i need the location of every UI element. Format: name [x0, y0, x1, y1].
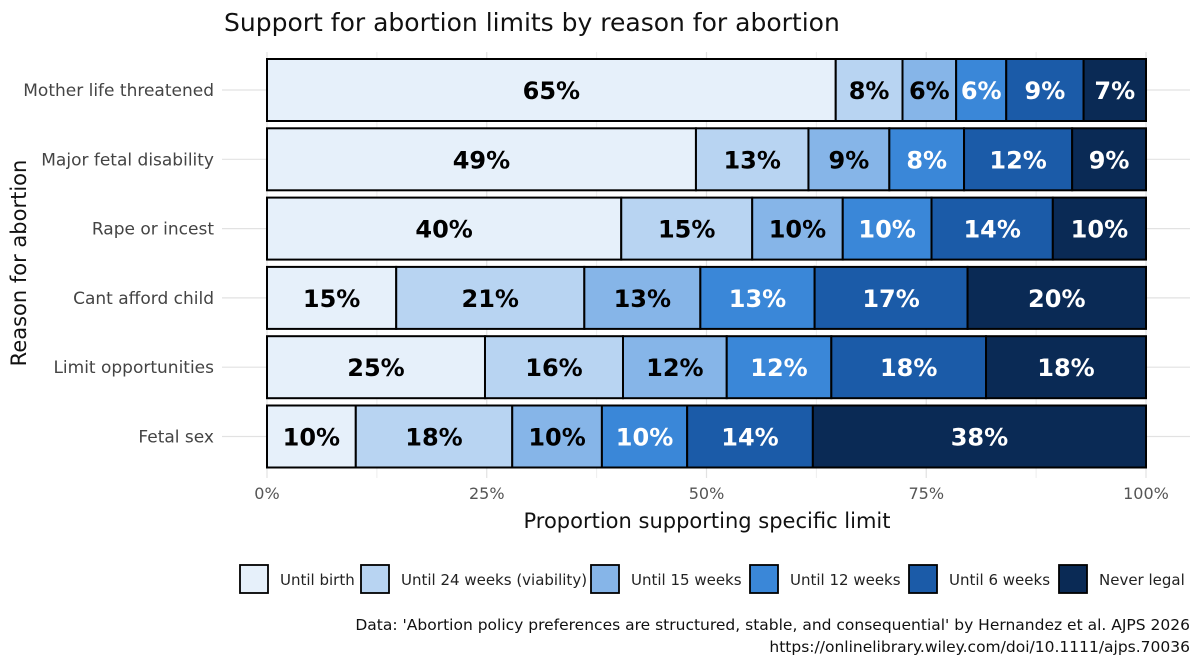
bar-segment — [511, 404, 603, 469]
bar-segment — [901, 58, 958, 122]
x-tick-label: 100% — [1123, 484, 1169, 503]
segment-labels: 65% 8% 6% 6% 9% 7% 49% 13% 9% 8% 12% 9% 40% 15% 10% 10%… — [283, 77, 1136, 452]
data-label: 20% — [1028, 285, 1085, 313]
bar-segment — [955, 58, 1008, 122]
bar-segment — [354, 404, 514, 469]
caption-line: Data: 'Abortion policy preferences are s… — [355, 616, 1190, 634]
data-label: 49% — [453, 146, 510, 174]
legend-swatch — [590, 564, 620, 594]
data-label: 12% — [989, 146, 1046, 174]
legend-swatch — [239, 564, 269, 594]
data-label: 6% — [961, 77, 1002, 105]
data-label: 8% — [849, 77, 890, 105]
legend-swatch — [360, 564, 390, 594]
legend-swatch — [1058, 564, 1088, 594]
data-label: 9% — [829, 146, 870, 174]
bar-segment — [1071, 127, 1147, 192]
bar-segment — [813, 265, 969, 330]
bar-segment — [395, 265, 586, 330]
bar-segment — [807, 127, 891, 192]
x-axis-title: Proportion supporting specific limit — [523, 509, 890, 533]
data-label: 9% — [1025, 77, 1066, 105]
data-label: 9% — [1089, 146, 1130, 174]
data-label: 18% — [405, 424, 462, 452]
legend-label: Until 12 weeks — [790, 571, 901, 589]
category-label: Limit opportunities — [53, 358, 214, 378]
data-label: 15% — [658, 216, 715, 244]
legend-label: Until 15 weeks — [631, 571, 742, 589]
bar-segment — [621, 335, 728, 400]
data-label: 12% — [646, 354, 703, 382]
category-label: Major fetal disability — [41, 150, 214, 170]
data-label: 10% — [616, 424, 673, 452]
category-label: Mother life threatened — [23, 81, 214, 101]
data-label: 10% — [528, 424, 585, 452]
bar-segment — [930, 196, 1054, 261]
legend-label: Until 24 weeks (viability) — [401, 571, 587, 589]
data-label: 14% — [963, 216, 1020, 244]
data-label: 38% — [951, 424, 1008, 452]
data-label: 15% — [303, 285, 360, 313]
data-label: 6% — [909, 77, 950, 105]
chart-title: Support for abortion limits by reason fo… — [224, 8, 840, 37]
bar-segment — [725, 335, 833, 400]
x-tick-label: 0% — [254, 484, 279, 503]
data-label: 40% — [415, 216, 472, 244]
data-label: 65% — [523, 77, 580, 105]
stacked-bars — [266, 58, 1148, 469]
x-tick-label: 50% — [689, 484, 725, 503]
caption-line: https://onlinelibrary.wiley.com/doi/10.1… — [769, 638, 1190, 656]
bar-segment — [811, 404, 1147, 469]
bar-segment — [985, 335, 1147, 400]
bar-segment — [583, 265, 702, 330]
bar-segment — [963, 127, 1074, 192]
legend-swatch — [749, 564, 779, 594]
bar-segment — [266, 58, 837, 122]
x-tick-label: 25% — [469, 484, 505, 503]
legend-swatch — [908, 564, 938, 594]
bar-segment — [1005, 58, 1085, 122]
data-label: 10% — [1071, 216, 1128, 244]
data-label: 25% — [347, 354, 404, 382]
y-axis-title: Reason for abortion — [7, 160, 31, 367]
bar-segment — [266, 265, 398, 330]
caption: Data: 'Abortion policy preferences are s… — [355, 616, 1190, 656]
x-axis-ticks: 0% 25% 50% 75% 100% — [254, 484, 1169, 503]
bar-segment — [830, 335, 988, 400]
category-label: Fetal sex — [138, 428, 214, 448]
data-label: 10% — [283, 424, 340, 452]
data-label: 12% — [750, 354, 807, 382]
x-tick-label: 75% — [908, 484, 944, 503]
data-label: 13% — [729, 285, 786, 313]
legend: Until birth Until 24 weeks (viability) Unt… — [239, 564, 1185, 594]
bar-segment — [266, 127, 697, 192]
data-label: 13% — [723, 146, 780, 174]
bar-segment — [694, 127, 810, 192]
data-label: 21% — [462, 285, 519, 313]
data-label: 18% — [1037, 354, 1094, 382]
data-label: 16% — [525, 354, 582, 382]
bar-segment — [266, 196, 623, 261]
legend-label: Until birth — [280, 571, 355, 589]
legend-label: Never legal — [1099, 571, 1185, 589]
category-labels: Mother life threatened Major fetal disabi… — [23, 81, 214, 448]
bar-segment — [620, 196, 754, 261]
data-label: 7% — [1094, 77, 1135, 105]
data-label: 8% — [906, 146, 947, 174]
data-label: 18% — [880, 354, 937, 382]
data-label: 10% — [769, 216, 826, 244]
bar-segment — [966, 265, 1147, 330]
legend-label: Until 6 weeks — [949, 571, 1050, 589]
category-label: Cant afford child — [73, 289, 214, 309]
data-label: 13% — [614, 285, 671, 313]
bar-segment — [686, 404, 814, 469]
bar-segment — [1082, 58, 1147, 122]
data-label: 14% — [721, 424, 778, 452]
bar-segment — [1051, 196, 1148, 261]
category-label: Rape or incest — [92, 220, 214, 240]
data-label: 17% — [862, 285, 919, 313]
data-label: 10% — [858, 216, 915, 244]
